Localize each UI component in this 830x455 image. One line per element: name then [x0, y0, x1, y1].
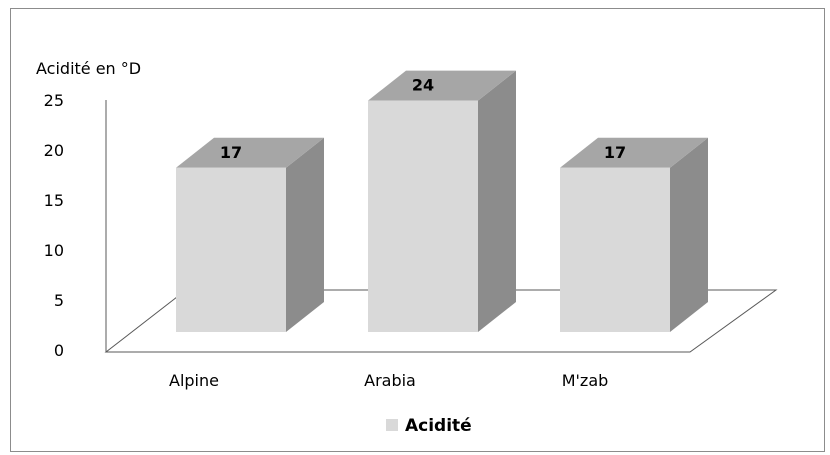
data-label: 17: [604, 143, 626, 162]
y-axis-ticks: 0 5 10 15 20 25: [44, 91, 64, 360]
chart-floor: [104, 100, 778, 353]
data-label: 17: [220, 143, 242, 162]
legend-label: Acidité: [405, 416, 472, 436]
bar: 17: [560, 137, 708, 332]
bar-side: [670, 137, 708, 332]
bar: 24: [368, 70, 516, 332]
bar: 17: [176, 137, 324, 332]
bar-top: [176, 137, 324, 168]
bar-side: [478, 70, 516, 332]
bar-front: [368, 100, 478, 332]
y-tick-label: 15: [44, 191, 64, 210]
y-tick-label: 0: [54, 341, 64, 360]
y-axis-title: Acidité en °D: [36, 59, 141, 78]
legend-swatch: [386, 419, 398, 431]
bar-front: [560, 167, 670, 332]
bar-front: [176, 167, 286, 332]
legend: Acidité: [386, 416, 472, 436]
bar-top: [368, 70, 516, 101]
bar-top: [560, 137, 708, 168]
x-category-label: Arabia: [364, 371, 416, 390]
x-category-label: Alpine: [169, 371, 219, 390]
data-label: 24: [412, 76, 434, 95]
y-tick-label: 25: [44, 91, 64, 110]
bars: 17 24 17: [176, 70, 708, 332]
floor-outline: [104, 289, 778, 353]
x-category-label: M'zab: [562, 371, 609, 390]
y-tick-label: 20: [44, 141, 64, 160]
y-tick-label: 5: [54, 291, 64, 310]
y-tick-label: 10: [44, 241, 64, 260]
x-axis-categories: Alpine Arabia M'zab: [169, 371, 608, 390]
bar-side: [286, 137, 324, 332]
